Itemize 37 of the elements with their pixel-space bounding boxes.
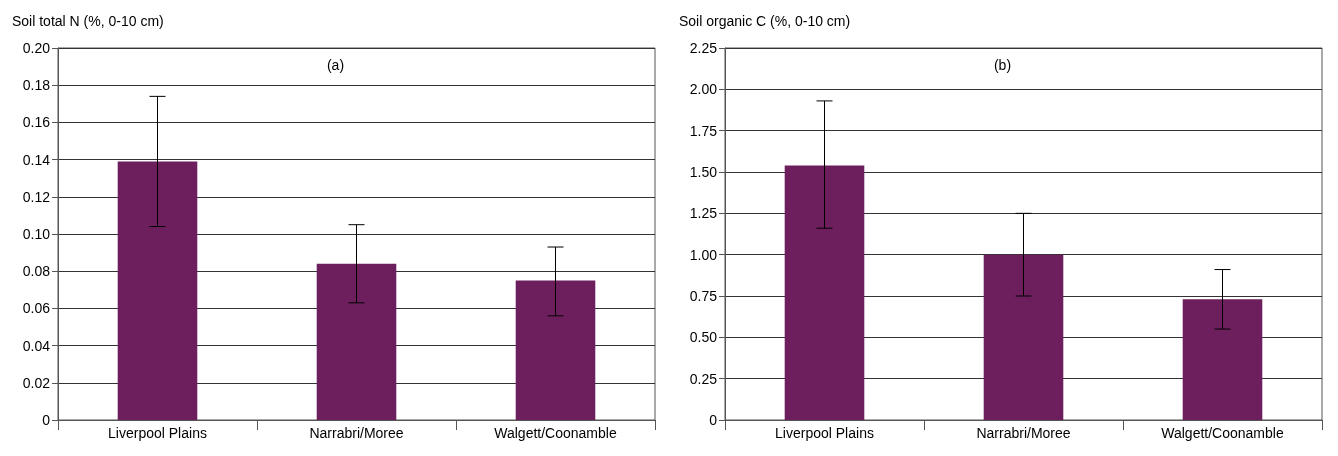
y-axis-title: Soil total N (%, 0-10 cm) — [12, 13, 164, 29]
y-axis-title: Soil organic C (%, 0-10 cm) — [679, 13, 851, 29]
y-tick-label: 0.25 — [689, 370, 718, 387]
x-tick-label: Liverpool Plains — [775, 425, 874, 441]
y-tick-label: 0.06 — [22, 300, 51, 317]
y-tick-label: 0.12 — [22, 188, 51, 205]
x-tick-label: Narrabri/Moree — [309, 425, 404, 441]
annotation: (b) — [993, 57, 1012, 73]
y-tick-label: 0.08 — [22, 263, 51, 280]
y-tick-label: 2.25 — [689, 40, 718, 56]
y-tick-label: 0.10 — [22, 226, 51, 242]
y-tick-label: 1.50 — [689, 164, 718, 180]
y-tick-label: 1.25 — [689, 205, 718, 222]
x-tick-label: Walgett/Coonamble — [494, 425, 617, 441]
bar — [1182, 299, 1263, 420]
y-tick-label: 0.20 — [22, 40, 51, 56]
y-tick-label: 0.16 — [22, 114, 51, 131]
x-tick-label: Liverpool Plains — [108, 425, 207, 441]
y-tick-label: 0.18 — [22, 77, 51, 94]
y-tick-label: 2.00 — [689, 81, 718, 98]
y-tick-label: 0.04 — [22, 337, 51, 354]
x-tick-label: Narrabri/Moree — [976, 425, 1071, 441]
bar — [784, 165, 865, 420]
y-tick-label: 0.50 — [689, 329, 718, 346]
y-tick-label: 0.14 — [22, 151, 51, 168]
annotation: (a) — [326, 57, 345, 73]
y-tick-label: 0.02 — [22, 374, 51, 391]
y-tick-label: 0 — [42, 412, 51, 428]
y-tick-label: 0.75 — [689, 288, 718, 304]
bar — [515, 280, 596, 420]
bar — [117, 161, 198, 420]
y-tick-label: 1.00 — [689, 246, 718, 263]
bar — [316, 263, 397, 420]
y-tick-label: 0 — [709, 412, 718, 428]
x-tick-label: Walgett/Coonamble — [1161, 425, 1284, 441]
bar — [983, 254, 1064, 420]
y-tick-label: 1.75 — [689, 122, 718, 139]
